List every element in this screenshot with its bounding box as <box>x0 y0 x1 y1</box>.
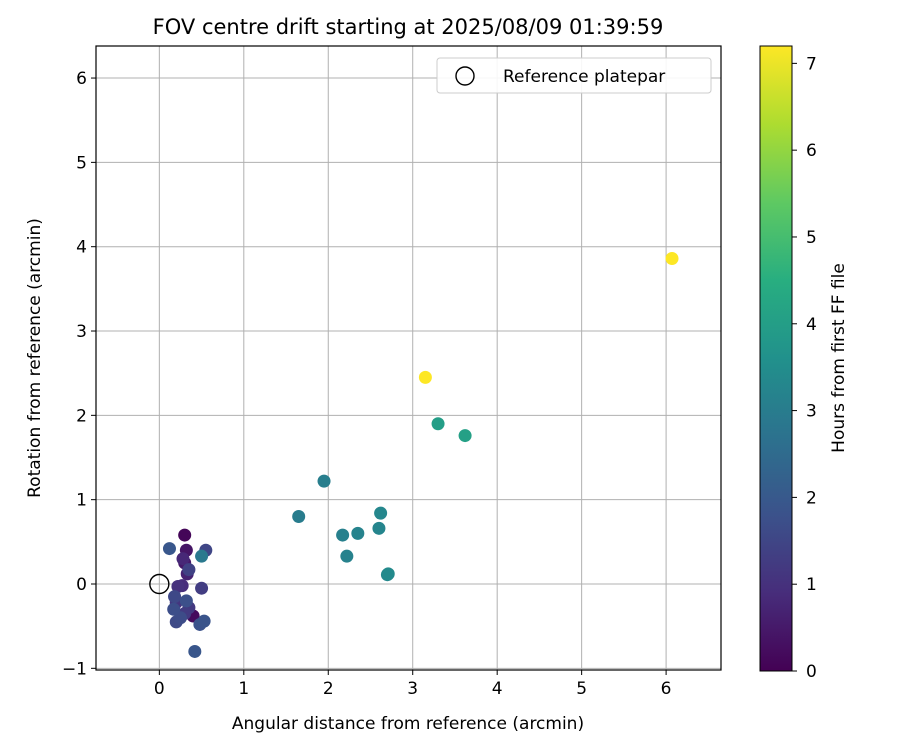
y-tick-label: 3 <box>76 322 87 342</box>
chart-title: FOV centre drift starting at 2025/08/09 … <box>153 15 664 39</box>
legend-box <box>436 57 712 94</box>
y-axis-ticks: −1 0 1 2 3 4 5 6 <box>62 69 96 679</box>
x-tick-label: 6 <box>661 679 672 699</box>
y-tick-label: 1 <box>76 491 87 511</box>
colorbar-tick-label: 5 <box>806 228 817 248</box>
colorbar-ticks: 0 1 2 3 4 5 6 7 <box>792 54 817 682</box>
colorbar-tick-label: 2 <box>806 488 817 508</box>
colorbar-label: Hours from first FF file <box>829 263 849 453</box>
data-point <box>317 474 331 488</box>
data-point <box>171 580 185 594</box>
data-point <box>188 644 202 658</box>
data-point <box>458 429 472 443</box>
x-tick-label: 4 <box>492 679 503 699</box>
colorbar-tick-label: 7 <box>806 54 817 74</box>
legend: Reference platepar <box>436 57 712 94</box>
colorbar-tick-label: 0 <box>806 662 817 682</box>
legend-entry-reference: Reference platepar <box>503 67 665 87</box>
data-point <box>197 614 211 628</box>
colorbar-tick-label: 3 <box>806 402 817 422</box>
y-tick-label: 2 <box>76 406 87 426</box>
legend-marker-reference <box>455 66 475 86</box>
colorbar-tick-label: 1 <box>806 575 817 595</box>
colorbar-tick-label: 4 <box>806 315 817 335</box>
data-point <box>178 528 192 542</box>
data-point <box>179 594 193 608</box>
y-tick-label: 0 <box>76 575 87 595</box>
y-axis-label: Rotation from reference (arcmin) <box>25 218 45 498</box>
reference-point-marker <box>149 573 170 595</box>
colorbar-gradient <box>759 45 793 672</box>
x-axis-label: Angular distance from reference (arcmin) <box>232 714 584 734</box>
data-points <box>149 251 679 658</box>
data-point <box>162 542 176 556</box>
data-point <box>195 581 209 595</box>
data-point <box>374 506 388 520</box>
y-tick-label: −1 <box>62 659 87 679</box>
grid <box>96 46 721 670</box>
x-tick-label: 1 <box>238 679 249 699</box>
colorbar: 0 1 2 3 4 5 6 7 Hours from first FF file <box>759 45 849 682</box>
data-point <box>381 567 395 581</box>
data-point <box>418 370 432 384</box>
x-axis-ticks: 0 1 2 3 4 5 6 <box>154 670 672 699</box>
data-point <box>340 549 354 563</box>
data-point <box>182 563 196 577</box>
data-point <box>431 417 445 431</box>
x-tick-label: 2 <box>323 679 334 699</box>
x-tick-label: 3 <box>407 679 418 699</box>
y-tick-label: 6 <box>76 69 87 89</box>
data-point <box>195 549 209 563</box>
data-point <box>336 528 350 542</box>
x-tick-label: 5 <box>576 679 587 699</box>
data-point <box>372 521 386 535</box>
data-point <box>168 590 182 604</box>
data-point <box>176 552 190 566</box>
plot-frame <box>95 45 722 671</box>
data-point <box>292 510 306 524</box>
data-point <box>665 251 679 265</box>
data-point <box>167 602 181 616</box>
y-tick-label: 4 <box>76 238 87 258</box>
x-tick-label: 0 <box>154 679 165 699</box>
colorbar-tick-label: 6 <box>806 141 817 161</box>
y-tick-label: 5 <box>76 153 87 173</box>
data-point <box>351 526 365 540</box>
